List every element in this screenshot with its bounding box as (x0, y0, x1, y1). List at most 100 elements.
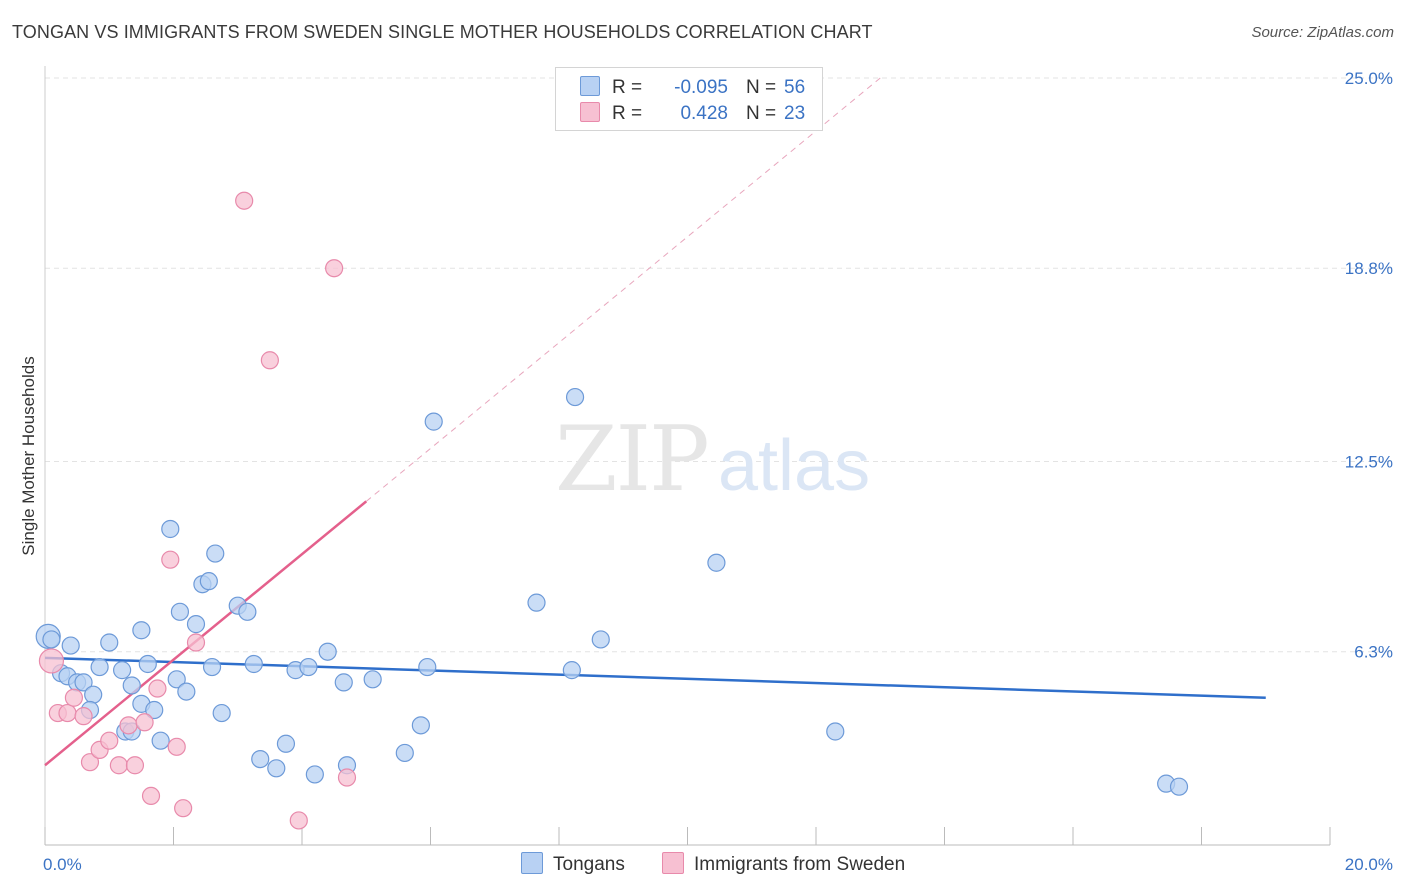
point-sweden (148, 679, 167, 698)
point-tongans (395, 743, 414, 763)
data-points (35, 191, 1189, 830)
point-tongans (112, 661, 132, 680)
point-tongans (591, 630, 610, 649)
trend-line-sweden (44, 500, 368, 767)
point-sweden (161, 550, 180, 569)
x-tick-label: 0.0% (43, 855, 82, 874)
point-sweden (325, 259, 344, 278)
point-tongans (138, 654, 157, 674)
point-tongans (418, 657, 437, 677)
y-tick-label: 6.3% (1354, 643, 1393, 662)
legend-r-label: R = (612, 103, 643, 124)
source-credit: Source: ZipAtlas.com (1251, 24, 1394, 41)
point-sweden (100, 731, 119, 750)
point-tongans (167, 670, 186, 689)
legend-r-value: -0.095 (674, 77, 728, 98)
legend-swatch-tongans (580, 76, 600, 96)
legend-row-tongans: R = -0.095 N = 56 (580, 76, 805, 100)
legend-row-sweden: R = 0.428 N = 23 (580, 102, 805, 126)
point-sweden (235, 191, 254, 210)
trend-line-tongans (44, 656, 1266, 699)
point-tongans (299, 657, 318, 677)
point-tongans (267, 759, 286, 778)
point-tongans (61, 636, 80, 655)
point-tongans (100, 633, 119, 652)
y-tick-label: 12.5% (1345, 453, 1393, 472)
point-sweden (174, 799, 193, 818)
point-tongans (151, 731, 170, 750)
watermark-atlas: atlas (718, 426, 870, 506)
point-sweden (64, 688, 84, 707)
point-tongans (565, 387, 585, 407)
point-sweden (186, 633, 206, 652)
point-tongans (42, 630, 61, 649)
point-tongans (562, 661, 581, 680)
chart-title: TONGAN VS IMMIGRANTS FROM SWEDEN SINGLE … (12, 22, 873, 42)
point-tongans (334, 673, 353, 692)
series-legend: Tongans Immigrants from Sweden (0, 852, 1406, 878)
series-swatch-sweden (662, 852, 684, 874)
point-sweden (74, 707, 93, 726)
point-tongans (122, 676, 141, 695)
point-tongans (826, 722, 845, 741)
legend-n-value: 23 (784, 103, 806, 124)
watermark: ZIP atlas (555, 407, 870, 512)
point-sweden (58, 703, 77, 723)
stats-legend: R = -0.095 N = 56 R = 0.428 N = 23 (555, 67, 823, 131)
legend-r-value: 0.428 (680, 103, 728, 124)
point-tongans (199, 572, 218, 591)
point-sweden (119, 716, 138, 735)
point-tongans (276, 734, 296, 753)
series-swatch-tongans (521, 852, 543, 874)
series-name-sweden: Immigrants from Sweden (694, 854, 906, 875)
point-tongans (132, 621, 151, 640)
axes (44, 66, 1331, 846)
point-sweden (167, 737, 186, 756)
series-name-tongans: Tongans (553, 854, 625, 875)
point-tongans (707, 553, 726, 572)
y-tick-labels: 6.3% 12.5% 18.8% 25.0% (1345, 69, 1393, 662)
point-sweden (125, 756, 145, 775)
point-tongans (251, 749, 270, 769)
point-tongans (84, 685, 103, 704)
point-tongans (363, 670, 382, 689)
point-tongans (424, 412, 443, 431)
point-sweden (141, 786, 161, 806)
point-tongans (1169, 777, 1189, 796)
point-sweden (337, 768, 357, 787)
point-tongans (202, 657, 222, 677)
point-tongans (186, 615, 206, 634)
point-tongans (411, 716, 430, 735)
point-tongans (238, 602, 257, 621)
y-tick-label: 25.0% (1345, 69, 1393, 88)
legend-r-label: R = (612, 77, 643, 98)
point-tongans (170, 602, 190, 621)
point-tongans (74, 673, 93, 692)
point-tongans (527, 593, 546, 612)
point-sweden (135, 713, 154, 732)
point-sweden (38, 648, 65, 674)
series-legend-tongans: Tongans (521, 852, 625, 876)
trend-line-sweden-extension (365, 77, 881, 502)
point-sweden (260, 351, 279, 370)
point-tongans (145, 700, 164, 720)
point-tongans (206, 544, 225, 563)
point-tongans (90, 657, 109, 677)
legend-n-label: N = (746, 103, 777, 124)
watermark-zip: ZIP (555, 407, 708, 512)
legend-swatch-sweden (580, 102, 600, 122)
legend-n-value: 56 (784, 77, 806, 98)
point-tongans (161, 519, 180, 539)
point-tongans (212, 703, 231, 723)
point-tongans (318, 642, 337, 661)
point-tongans (177, 682, 196, 701)
series-legend-sweden: Immigrants from Sweden (662, 852, 905, 876)
y-axis-label: Single Mother Households (19, 356, 38, 555)
y-tick-label: 18.8% (1345, 259, 1393, 278)
legend-n-label: N = (746, 77, 777, 98)
point-tongans (305, 765, 324, 784)
point-sweden (289, 811, 308, 830)
point-sweden (109, 756, 128, 775)
x-tick-label: 20.0% (1345, 855, 1393, 874)
